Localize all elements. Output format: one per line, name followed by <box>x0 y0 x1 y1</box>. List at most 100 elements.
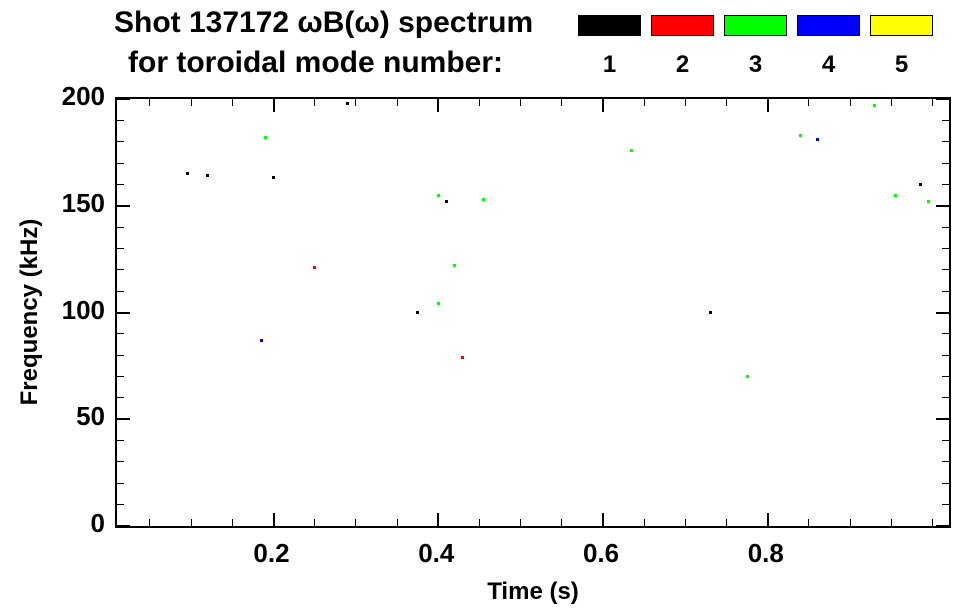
legend-label-n3: 3 <box>748 51 763 78</box>
y-tick-label: 150 <box>61 187 105 218</box>
y-tick-label: 50 <box>76 401 105 432</box>
y-minor-tick-right <box>942 354 949 356</box>
x-minor-tick-bottom <box>190 519 192 526</box>
y-major-tick-left <box>117 311 130 314</box>
x-minor-tick-top <box>396 99 398 106</box>
y-tick-label: 100 <box>61 294 105 325</box>
y-major-tick-right <box>936 418 949 421</box>
x-minor-tick-bottom <box>520 519 522 526</box>
x-minor-tick-top <box>190 99 192 106</box>
y-minor-tick-left <box>117 269 124 271</box>
data-point-n=3 <box>873 103 877 107</box>
x-minor-tick-top <box>643 99 645 106</box>
x-tick-label: 0.2 <box>253 538 290 568</box>
y-minor-tick-left <box>117 162 124 164</box>
legend-swatch-n1 <box>578 15 641 36</box>
x-minor-tick-top <box>684 99 686 106</box>
x-minor-tick-bottom <box>932 519 934 526</box>
x-minor-tick-top <box>932 99 934 106</box>
y-minor-tick-right <box>942 269 949 271</box>
y-minor-tick-right <box>942 333 949 335</box>
data-point-n=1 <box>445 199 448 203</box>
x-major-tick-bottom <box>602 513 605 526</box>
x-minor-tick-top <box>890 99 892 106</box>
x-minor-tick-bottom <box>355 519 357 526</box>
y-minor-tick-left <box>117 183 124 185</box>
x-minor-tick-bottom <box>561 519 563 526</box>
y-minor-tick-right <box>942 119 949 121</box>
data-point-n=1 <box>206 174 210 178</box>
legend-swatches <box>578 15 933 36</box>
x-minor-tick-bottom <box>478 519 480 526</box>
y-tick-label: 200 <box>61 81 105 111</box>
plot-area <box>115 97 951 528</box>
x-minor-tick-top <box>808 99 810 106</box>
x-minor-tick-bottom <box>726 519 728 526</box>
x-minor-tick-top <box>478 99 480 106</box>
y-major-tick-left <box>117 418 130 421</box>
legend-label-n5: 5 <box>894 51 909 78</box>
y-minor-tick-left <box>117 440 124 442</box>
y-major-tick-right <box>936 525 949 527</box>
legend-swatch-n3 <box>724 15 787 36</box>
data-point-n=1 <box>918 182 922 186</box>
y-minor-tick-left <box>117 119 124 121</box>
x-major-tick-top <box>437 99 440 112</box>
x-tick-label: 0.8 <box>747 538 784 568</box>
y-minor-tick-left <box>117 333 124 335</box>
x-tick-label: 0.6 <box>582 538 620 568</box>
y-minor-tick-right <box>942 504 949 506</box>
y-minor-tick-left <box>117 376 124 378</box>
y-minor-tick-right <box>942 162 949 164</box>
x-major-tick-top <box>766 99 769 112</box>
data-point-n=1 <box>185 172 189 176</box>
y-minor-tick-left <box>117 354 124 356</box>
legend-label-n4: 4 <box>821 51 836 78</box>
x-minor-tick-bottom <box>314 519 316 526</box>
y-minor-tick-left <box>117 141 124 143</box>
x-minor-tick-top <box>561 99 563 106</box>
y-minor-tick-left <box>117 247 124 249</box>
chart-title: Shot 137172 ωB(ω) spectrum <box>114 6 534 39</box>
x-minor-tick-bottom <box>643 519 645 526</box>
y-minor-tick-right <box>942 376 949 378</box>
x-minor-tick-top <box>726 99 728 106</box>
data-point-n=3 <box>926 199 930 203</box>
x-minor-tick-bottom <box>808 519 810 526</box>
data-point-n=4 <box>815 138 819 142</box>
y-major-tick-left <box>117 98 130 100</box>
y-major-tick-right <box>936 311 949 314</box>
y-minor-tick-right <box>942 226 949 228</box>
data-point-n=3 <box>436 193 440 197</box>
x-minor-tick-bottom <box>149 519 151 526</box>
y-major-tick-right <box>936 98 949 100</box>
data-point-n=3 <box>799 133 803 137</box>
data-point-n=1 <box>708 311 712 314</box>
data-point-n=1 <box>346 101 350 105</box>
y-major-tick-left <box>117 525 130 527</box>
legend-label-n2: 2 <box>675 51 690 78</box>
data-point-n=3 <box>263 135 267 139</box>
data-point-n=3 <box>745 375 749 379</box>
data-point-n=3 <box>482 197 486 201</box>
x-minor-tick-bottom <box>396 519 398 526</box>
x-major-tick-top <box>602 99 605 112</box>
x-axis-label: Time (s) <box>487 578 579 605</box>
x-minor-tick-bottom <box>890 519 892 526</box>
y-minor-tick-left <box>117 482 124 484</box>
x-minor-tick-top <box>520 99 522 106</box>
x-minor-tick-top <box>231 99 233 106</box>
y-minor-tick-right <box>942 461 949 463</box>
x-minor-tick-bottom <box>849 519 851 526</box>
data-point-n=3 <box>630 148 634 152</box>
x-minor-tick-top <box>149 99 151 106</box>
legend-swatch-n5 <box>870 15 933 36</box>
x-major-tick-bottom <box>437 513 440 526</box>
y-minor-tick-right <box>942 397 949 399</box>
data-point-n=2 <box>313 266 317 270</box>
y-minor-tick-right <box>942 183 949 185</box>
data-point-n=3 <box>453 264 457 268</box>
data-point-n=2 <box>461 355 465 359</box>
y-minor-tick-left <box>117 226 124 228</box>
legend-mode-labels: 1 2 3 4 5 <box>578 51 933 79</box>
